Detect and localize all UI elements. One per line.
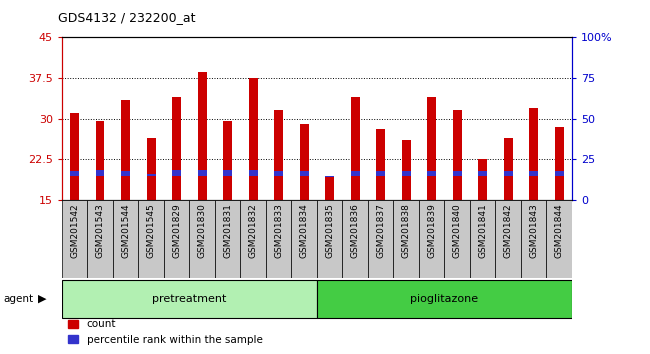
Bar xyxy=(325,176,334,177)
Bar xyxy=(147,138,155,200)
Text: GSM201829: GSM201829 xyxy=(172,203,181,258)
Bar xyxy=(70,113,79,200)
Bar xyxy=(478,171,487,176)
Bar xyxy=(164,200,189,278)
Bar xyxy=(87,200,113,278)
Text: pioglitazone: pioglitazone xyxy=(410,294,478,304)
Bar xyxy=(427,171,436,176)
Bar xyxy=(249,170,257,176)
Text: ▶: ▶ xyxy=(38,294,46,304)
Bar xyxy=(121,99,130,200)
Bar xyxy=(555,171,564,176)
Bar xyxy=(376,130,385,200)
Bar xyxy=(62,280,317,318)
Bar xyxy=(343,200,368,278)
Text: GSM201841: GSM201841 xyxy=(478,203,488,258)
Text: GSM201842: GSM201842 xyxy=(504,203,513,258)
Bar xyxy=(223,121,232,200)
Bar xyxy=(453,110,461,200)
Bar xyxy=(445,200,470,278)
Text: agent: agent xyxy=(3,294,33,304)
Text: GSM201542: GSM201542 xyxy=(70,203,79,258)
Bar xyxy=(266,200,291,278)
Text: GSM201831: GSM201831 xyxy=(223,203,232,258)
Bar xyxy=(504,138,513,200)
Bar xyxy=(113,200,138,278)
Bar xyxy=(351,97,359,200)
Bar xyxy=(274,110,283,200)
Bar xyxy=(274,171,283,176)
Bar xyxy=(240,200,266,278)
Text: GSM201835: GSM201835 xyxy=(325,203,334,258)
Bar xyxy=(62,200,87,278)
Bar xyxy=(529,108,538,200)
Text: GSM201838: GSM201838 xyxy=(402,203,411,258)
Bar xyxy=(368,200,393,278)
Bar xyxy=(427,97,436,200)
Bar xyxy=(555,127,564,200)
Legend: count, percentile rank within the sample: count, percentile rank within the sample xyxy=(64,315,266,349)
Text: GSM201830: GSM201830 xyxy=(198,203,207,258)
Text: GSM201840: GSM201840 xyxy=(452,203,462,258)
Bar xyxy=(529,171,538,176)
Bar xyxy=(138,200,164,278)
Bar xyxy=(317,280,572,318)
Bar xyxy=(172,97,181,200)
Bar xyxy=(521,200,547,278)
Bar xyxy=(121,171,130,176)
Bar xyxy=(351,171,359,176)
Bar xyxy=(393,200,419,278)
Bar xyxy=(198,73,207,200)
Bar xyxy=(172,170,181,176)
Bar xyxy=(300,171,309,176)
Bar xyxy=(478,159,487,200)
Text: GSM201843: GSM201843 xyxy=(529,203,538,258)
Bar xyxy=(453,171,461,176)
Bar xyxy=(325,176,334,200)
Bar xyxy=(495,200,521,278)
Bar xyxy=(547,200,572,278)
Bar xyxy=(96,121,105,200)
Bar xyxy=(147,174,155,176)
Bar xyxy=(402,171,411,176)
Text: pretreatment: pretreatment xyxy=(152,294,226,304)
Text: GSM201544: GSM201544 xyxy=(121,203,130,258)
Bar xyxy=(223,170,232,176)
Bar xyxy=(214,200,240,278)
Text: GSM201834: GSM201834 xyxy=(300,203,309,258)
Bar xyxy=(189,200,214,278)
Text: GSM201837: GSM201837 xyxy=(376,203,385,258)
Text: GSM201833: GSM201833 xyxy=(274,203,283,258)
Bar xyxy=(96,170,105,176)
Text: GSM201844: GSM201844 xyxy=(554,203,564,258)
Text: GSM201832: GSM201832 xyxy=(248,203,257,258)
Bar xyxy=(419,200,445,278)
Text: GSM201543: GSM201543 xyxy=(96,203,105,258)
Bar xyxy=(300,124,309,200)
Bar xyxy=(249,78,257,200)
Bar xyxy=(317,200,343,278)
Text: GDS4132 / 232200_at: GDS4132 / 232200_at xyxy=(58,11,196,24)
Text: GSM201836: GSM201836 xyxy=(350,203,359,258)
Text: GSM201839: GSM201839 xyxy=(427,203,436,258)
Bar xyxy=(470,200,495,278)
Bar xyxy=(198,170,207,176)
Bar xyxy=(291,200,317,278)
Bar xyxy=(402,140,411,200)
Bar xyxy=(504,171,513,176)
Bar xyxy=(376,171,385,176)
Text: GSM201545: GSM201545 xyxy=(146,203,155,258)
Bar xyxy=(70,171,79,176)
